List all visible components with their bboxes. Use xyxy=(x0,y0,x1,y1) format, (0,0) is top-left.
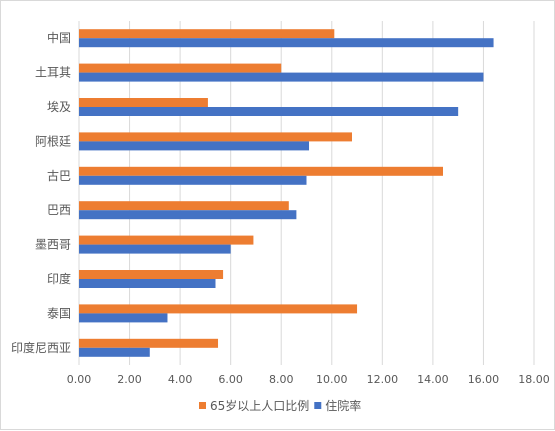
category-label: 埃及 xyxy=(47,100,71,114)
legend-swatch xyxy=(314,402,322,409)
bar-hospitalization-rate xyxy=(79,279,216,288)
category-label: 泰国 xyxy=(47,306,71,320)
legend-label: 住院率 xyxy=(325,398,361,413)
bar-hospitalization-rate xyxy=(79,347,150,357)
x-tick-label: 16.00 xyxy=(468,373,500,386)
bar-hospitalization-rate xyxy=(79,210,297,220)
x-tick-label: 12.00 xyxy=(367,373,399,386)
bar-elderly-ratio xyxy=(79,166,443,176)
bar-elderly-ratio xyxy=(79,235,254,245)
category-label: 古巴 xyxy=(47,168,71,183)
bar-hospitalization-rate xyxy=(79,175,307,185)
bar-elderly-ratio xyxy=(79,63,282,73)
bar-elderly-ratio xyxy=(79,132,352,142)
bar-elderly-ratio xyxy=(79,338,219,348)
bar-elderly-ratio xyxy=(79,270,224,279)
legend: 65岁以上人口比例 住院率 xyxy=(199,398,361,413)
category-label: 中国 xyxy=(47,30,71,45)
legend-swatch xyxy=(199,402,206,409)
x-tick-label: 8.00 xyxy=(269,373,294,386)
x-tick-label: 14.00 xyxy=(417,373,449,386)
x-tick-labels: 0.00 2.00 4.00 6.00 8.00 10.00 12.00 14.00 16.00… xyxy=(67,373,550,386)
x-tick-label: 2.00 xyxy=(117,373,142,386)
x-tick-label: 0.00 xyxy=(67,373,92,386)
bar-hospitalization-rate xyxy=(79,107,459,116)
bar-hospitalization-rate xyxy=(79,244,231,254)
bar-elderly-ratio xyxy=(79,98,208,107)
category-label: 印度尼西亚 xyxy=(11,340,71,355)
bar-hospitalization-rate xyxy=(79,313,168,323)
bar-hospitalization-rate xyxy=(79,141,310,151)
category-label: 印度 xyxy=(47,271,71,286)
bar-elderly-ratio xyxy=(79,29,335,39)
bar-hospitalization-rate xyxy=(79,38,494,48)
x-tick-label: 4.00 xyxy=(168,373,193,386)
category-label: 墨西哥 xyxy=(35,238,71,252)
category-label: 阿根廷 xyxy=(35,134,71,148)
category-label: 土耳其 xyxy=(35,66,71,80)
bars xyxy=(79,29,494,357)
legend-label: 65岁以上人口比例 xyxy=(210,398,309,413)
bar-elderly-ratio xyxy=(79,201,289,211)
x-tick-label: 18.00 xyxy=(518,373,550,386)
category-label: 巴西 xyxy=(47,203,71,217)
bar-hospitalization-rate xyxy=(79,72,484,82)
bar-elderly-ratio xyxy=(79,304,358,314)
x-tick-label: 10.00 xyxy=(316,373,348,386)
x-tick-label: 6.00 xyxy=(218,373,243,386)
